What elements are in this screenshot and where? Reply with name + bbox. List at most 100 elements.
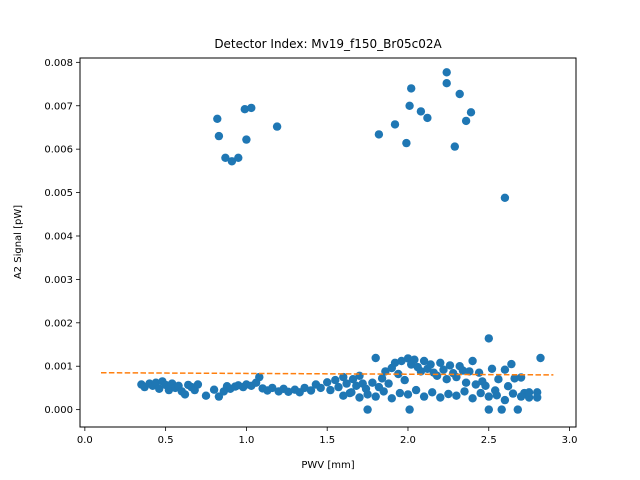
data-point [339,372,348,382]
y-tick-label: 0.002 [44,318,73,329]
data-point [487,364,497,373]
y-tick-label: 0.008 [44,58,73,69]
data-point [476,388,485,398]
data-point [255,372,264,382]
data-point [436,393,445,402]
data-point [436,358,445,367]
data-point [516,392,526,401]
data-point [468,356,477,366]
data-point [323,378,332,387]
data-point [300,383,309,393]
x-tick-label: 2.5 [481,435,497,446]
y-tick-label: 0.007 [44,101,73,112]
data-point [387,394,396,403]
data-point [439,365,448,374]
data-point [508,389,518,398]
data-point [411,385,421,395]
data-point [213,114,222,124]
data-point [536,353,545,363]
data-point [326,385,335,395]
data-point [348,375,358,384]
data-point [503,382,513,391]
y-tick-label: 0.004 [44,231,73,242]
data-point [400,375,409,385]
data-point [405,405,414,414]
data-point [419,392,429,401]
data-point [268,383,277,393]
x-tick-label: 1.5 [319,435,335,446]
data-point [331,375,340,385]
data-point [221,153,230,162]
data-point [355,371,364,380]
data-point [442,68,451,77]
y-tick-label: 0.006 [44,145,73,156]
data-point [368,378,377,387]
data-point [442,79,451,88]
data-point [201,391,211,400]
data-point [500,365,510,374]
data-point [390,358,400,367]
data-point [347,388,356,397]
data-point [513,405,522,414]
data-point [377,374,387,383]
data-point [342,379,351,388]
data-point [405,101,414,111]
data-point [474,368,484,377]
x-tick-label: 0.0 [77,435,93,446]
data-point [209,385,219,394]
chart-title: Detector Index: Mv19_f150_Br05c02A [214,37,442,51]
data-point [234,153,243,162]
data-point [471,380,480,389]
data-point [484,405,493,414]
plot-area [100,68,554,414]
data-point [180,390,190,399]
x-tick-label: 2.0 [400,435,416,446]
data-point [500,193,510,202]
data-point [240,105,249,114]
data-point [419,356,429,366]
data-point [497,405,506,414]
data-point [484,334,493,343]
data-point [334,382,343,392]
data-point [484,392,493,401]
data-point [507,359,516,369]
data-point [461,378,471,387]
data-point [227,157,237,166]
data-point [524,388,534,397]
data-point [410,355,419,364]
data-point [164,385,174,395]
data-point [407,84,416,93]
data-point [450,142,459,151]
y-tick-label: 0.000 [44,405,73,416]
data-point [510,374,519,383]
data-point [363,405,372,414]
data-point [379,387,388,396]
data-point [445,361,455,370]
data-point [442,375,451,384]
data-point [371,392,380,401]
y-axis-label: A2 Signal [pW] [13,205,24,279]
data-point [316,383,325,393]
data-point [371,353,380,363]
data-point [355,393,364,402]
data-point [468,394,477,403]
data-point [384,379,393,388]
data-point [339,391,348,400]
data-point [444,389,453,399]
data-point [500,395,510,405]
data-point [397,356,406,366]
data-point [306,386,316,395]
y-tick-label: 0.003 [44,275,73,286]
data-point [155,384,164,393]
data-point [461,116,471,126]
data-point [426,360,435,369]
data-point [428,388,437,397]
data-point [465,367,474,376]
x-tick-label: 3.0 [562,435,578,446]
axis-ticks: 0.0 0.5 1.0 1.5 2.0 2.5 3.0 0.000 0.001 0.002 0.00… [44,58,577,446]
data-point [416,367,426,376]
data-point [492,391,501,400]
x-tick-label: 0.5 [158,435,174,446]
data-point [423,113,432,123]
